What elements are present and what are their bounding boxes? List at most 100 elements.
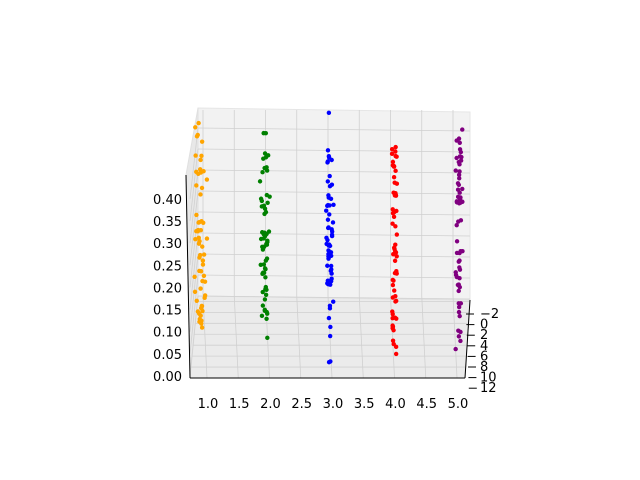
data-point	[327, 306, 333, 311]
data-point	[325, 217, 331, 222]
data-point	[262, 297, 268, 302]
data-point	[192, 289, 198, 295]
grid-line-floor	[390, 295, 395, 379]
data-point	[264, 165, 269, 170]
grid-line-side	[189, 295, 199, 377]
data-point	[393, 224, 398, 229]
data-point	[260, 303, 266, 308]
data-point	[264, 241, 269, 247]
data-point	[262, 151, 268, 156]
data-point	[331, 299, 336, 304]
data-point	[328, 324, 333, 330]
data-point	[460, 186, 465, 192]
data-point	[393, 242, 398, 247]
data-point	[257, 179, 263, 184]
data-point	[195, 132, 200, 138]
data-point	[326, 255, 331, 260]
z-tick-label: 0.20	[153, 281, 182, 296]
data-point	[457, 267, 463, 272]
data-point	[325, 281, 330, 286]
grid-line-z	[197, 295, 471, 300]
data-point	[325, 225, 331, 231]
data-point	[456, 159, 462, 165]
data-point	[197, 316, 202, 322]
data-point	[264, 287, 269, 292]
data-point	[457, 276, 462, 281]
data-point	[198, 228, 204, 233]
data-point	[193, 125, 198, 130]
axes-lines	[185, 174, 471, 379]
data-point	[391, 341, 396, 347]
data-point	[260, 244, 265, 249]
data-point	[198, 286, 203, 291]
data-point	[454, 155, 459, 161]
data-point	[389, 151, 395, 157]
data-point	[266, 229, 272, 234]
data-point	[202, 293, 208, 298]
data-point	[454, 200, 460, 205]
data-point	[325, 148, 331, 153]
y-tick-label: 0	[480, 318, 488, 333]
x-tick-label: 2.0	[260, 397, 281, 412]
data-point	[259, 198, 265, 204]
data-point	[330, 220, 336, 225]
z-tick-label: 0.00	[153, 370, 182, 385]
data-point	[457, 250, 462, 256]
data-point	[267, 194, 272, 199]
x-tick-label: 4.0	[385, 397, 406, 412]
data-point	[455, 181, 461, 186]
grid-line-z	[197, 127, 471, 132]
data-point	[456, 309, 462, 315]
data-point	[265, 335, 270, 341]
data-point	[193, 153, 198, 158]
x-tick-label: 4.5	[416, 397, 437, 412]
y-tick-label: 2	[480, 328, 488, 343]
data-point	[263, 275, 268, 280]
data-point	[201, 252, 207, 257]
data-point	[390, 159, 396, 165]
grid-line-floor	[421, 295, 427, 379]
data-point	[265, 153, 271, 158]
series-2	[257, 130, 272, 341]
data-point	[394, 254, 399, 259]
data-point	[259, 313, 265, 319]
data-point	[326, 315, 332, 321]
data-point	[390, 338, 396, 343]
grid-line-side	[189, 148, 199, 221]
data-point	[460, 127, 465, 132]
data-point	[327, 173, 332, 179]
data-point	[261, 270, 267, 276]
data-point	[390, 277, 395, 283]
data-point	[326, 242, 332, 247]
y-tick-label: −2	[480, 307, 499, 322]
data-point	[199, 185, 205, 191]
data-point	[454, 138, 459, 143]
data-point	[261, 231, 266, 237]
data-point	[194, 183, 199, 188]
data-point	[202, 279, 208, 284]
data-point	[389, 147, 395, 152]
grid-line-side	[189, 190, 199, 266]
data-point	[458, 195, 463, 200]
data-point	[457, 190, 462, 195]
data-point	[262, 266, 268, 271]
data-point	[456, 304, 462, 310]
z-axis-line	[185, 174, 191, 379]
grid-line-floor	[358, 295, 364, 379]
data-point	[258, 236, 264, 242]
z-tick-label: 0.25	[153, 259, 182, 274]
data-point	[196, 120, 201, 126]
x-tick-label: 1.5	[229, 397, 250, 412]
data-point	[327, 333, 333, 339]
data-point	[194, 229, 199, 234]
data-point	[196, 235, 201, 241]
data-point	[329, 157, 334, 163]
data-point	[391, 214, 397, 220]
data-point	[331, 202, 336, 207]
data-point	[394, 232, 400, 237]
data-point	[390, 221, 395, 226]
data-point	[393, 144, 398, 150]
series-1	[192, 120, 210, 330]
data-point	[324, 208, 329, 213]
data-point	[194, 298, 199, 304]
